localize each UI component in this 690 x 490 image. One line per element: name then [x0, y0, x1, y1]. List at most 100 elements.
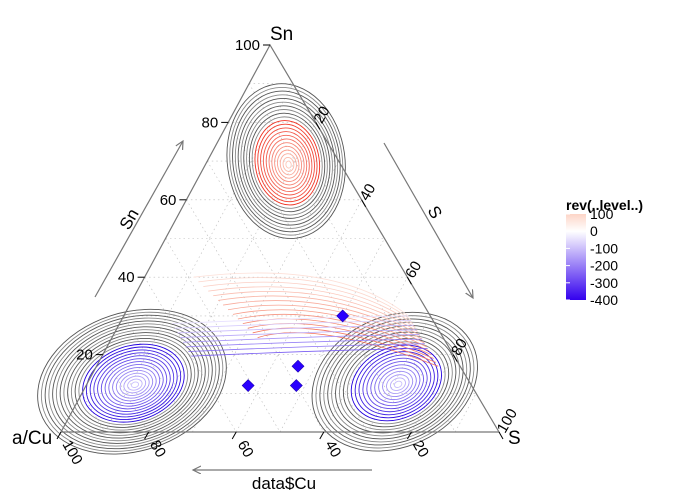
contour-line: [203, 281, 414, 324]
contour-line: [59, 326, 206, 439]
contour-line: [243, 105, 331, 219]
contour-line: [240, 101, 333, 223]
contour-line: [271, 142, 305, 186]
contour-line: [254, 120, 321, 206]
contour-line: [180, 329, 417, 338]
grid-line: [411, 354, 454, 433]
tick-label-bottom: 80: [146, 438, 169, 461]
contour-line: [40, 311, 224, 452]
legend-label: 100: [590, 206, 614, 222]
contour-line: [315, 315, 475, 449]
contour-line: [193, 272, 409, 317]
tick-label-right: 20: [311, 103, 334, 126]
contour-line: [227, 304, 425, 344]
contour-line: [229, 86, 344, 236]
contour-line: [282, 156, 295, 172]
data-point: [291, 359, 305, 373]
legend-label: -200: [590, 258, 618, 274]
contour-line: [85, 346, 182, 420]
data-point: [336, 309, 350, 323]
contour-line: [257, 332, 439, 367]
vertex-label-left: a/Cu: [12, 428, 52, 449]
right-axis-arrow: [383, 142, 473, 298]
contour-line: [274, 145, 303, 182]
tick-label-right: 80: [448, 336, 471, 359]
grid-line: [165, 238, 281, 433]
tick-label-bottom: 100: [59, 438, 86, 468]
contour-line: [89, 349, 178, 418]
contour-line: [100, 358, 168, 410]
grid-line: [102, 354, 149, 433]
grid-line: [207, 160, 368, 433]
contour-line: [48, 317, 217, 447]
contour-line: [223, 300, 423, 340]
contour-line: [123, 375, 147, 394]
contour-line: [350, 344, 442, 422]
contour-line: [234, 94, 339, 229]
contour-line: [172, 315, 409, 325]
contour-line: [93, 352, 175, 415]
triangle-border: [59, 43, 501, 433]
tick-label-left: 100: [235, 37, 260, 54]
contour-line: [115, 369, 154, 399]
contour-line: [251, 116, 323, 209]
data-point: [241, 379, 255, 392]
contour-line: [248, 112, 326, 213]
contour-line: [226, 83, 346, 239]
contour-line: [232, 90, 341, 233]
contour-line: [55, 323, 210, 442]
tick-label-bottom: 20: [409, 438, 432, 461]
contour-line: [382, 370, 414, 398]
contour-line: [262, 131, 313, 196]
left-axis-arrow: [94, 141, 183, 298]
contour-line: [82, 343, 185, 423]
tick-mark: [56, 431, 62, 440]
contour-line: [183, 334, 420, 343]
contour-line: [378, 367, 417, 401]
contour-line: [213, 290, 418, 332]
contour-line: [362, 354, 432, 413]
contour-line: [311, 311, 478, 452]
bottom-axis-title: data$Cu: [252, 474, 316, 490]
contour-line: [346, 341, 446, 425]
contour-line: [285, 160, 292, 169]
tick-label-bottom: 40: [321, 438, 344, 461]
tick-mark: [319, 431, 325, 440]
legend-label: 0: [590, 223, 598, 239]
contour-line: [268, 138, 308, 189]
legend-label: -400: [590, 292, 618, 308]
tick-mark: [406, 431, 412, 440]
contour-line: [174, 320, 412, 329]
contour-line: [44, 314, 220, 450]
contour-line: [78, 340, 189, 426]
tick-label-left: 20: [76, 347, 93, 364]
contour-line: [112, 366, 157, 402]
contour-lines: [37, 83, 478, 455]
triangle-frame: [59, 43, 501, 433]
tick-mark: [406, 276, 412, 285]
legend-label: -100: [590, 240, 618, 256]
contour-line: [374, 364, 421, 404]
contour-line: [185, 338, 423, 348]
legend-colorbar: [566, 214, 586, 300]
contour-line: [218, 295, 421, 336]
tick-label-right: 60: [402, 258, 425, 281]
tick-mark: [231, 431, 237, 440]
grid-line: [81, 393, 106, 433]
contour-line: [52, 320, 213, 444]
contour-line: [191, 348, 428, 357]
contour-line: [389, 377, 406, 391]
grid-lines: [81, 83, 477, 433]
contour-line: [127, 378, 143, 391]
contour-line: [358, 351, 435, 416]
grid-line: [192, 160, 339, 433]
tick-label-left: 40: [118, 269, 135, 286]
contour-line: [393, 380, 403, 388]
tick-label-left: 80: [202, 114, 219, 131]
grid-line: [235, 199, 362, 433]
grid-line: [148, 122, 317, 433]
tick-label-right: 40: [356, 181, 379, 204]
contour-line: [177, 324, 414, 334]
